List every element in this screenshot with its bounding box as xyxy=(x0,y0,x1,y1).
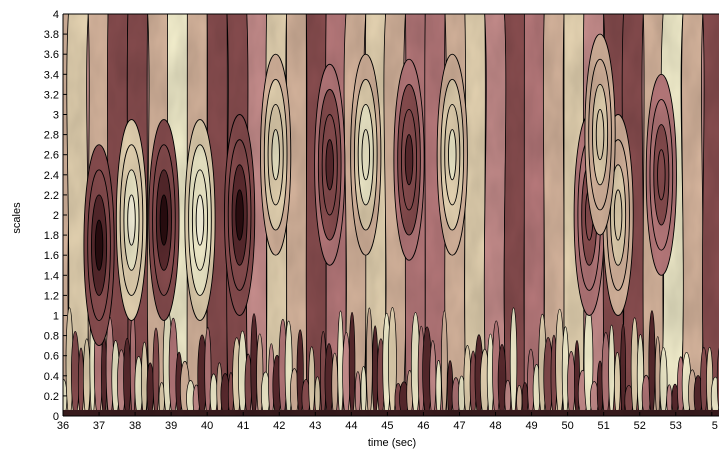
texture-overlay xyxy=(63,14,719,416)
x-tick-label: 49 xyxy=(525,420,537,432)
y-tick-label: 4 xyxy=(53,9,59,21)
x-tick-label: 42 xyxy=(273,420,285,432)
y-tick-label: 3 xyxy=(53,110,59,122)
y-tick-label: 1.2 xyxy=(44,290,59,302)
x-tick-label: 39 xyxy=(165,420,177,432)
y-tick-label: 1 xyxy=(53,311,59,323)
y-axis-ticks: 0 0.2 0.4 0.6 0.8 1 1.2 1.4 1.6 1.8 2 2.2 2.4 2.6 2.8 3… xyxy=(44,9,67,423)
x-tick-label: 43 xyxy=(309,420,321,432)
y-tick-label: 3.6 xyxy=(44,49,59,61)
x-tick-label: 52 xyxy=(634,420,646,432)
y-tick-label: 0.4 xyxy=(44,371,59,383)
x-tick-label: 46 xyxy=(417,420,429,432)
x-tick-label: 47 xyxy=(453,420,465,432)
x-axis-ticks: 36 37 38 39 40 41 42 43 44 45 46 47 48 49 50 51 52 53 5 xyxy=(57,412,718,432)
y-tick-label: 3.2 xyxy=(44,89,59,101)
x-tick-label: 53 xyxy=(670,420,682,432)
x-tick-label: 36 xyxy=(57,420,69,432)
y-tick-label: 1.6 xyxy=(44,250,59,262)
y-tick-label: 0.2 xyxy=(44,391,59,403)
x-tick-label: 5 xyxy=(712,420,718,432)
x-tick-label: 37 xyxy=(93,420,105,432)
x-tick-label: 48 xyxy=(489,420,501,432)
x-tick-label: 38 xyxy=(129,420,141,432)
x-axis-title: time (sec) xyxy=(368,437,416,449)
y-tick-label: 2.2 xyxy=(44,190,59,202)
x-tick-label: 40 xyxy=(201,420,213,432)
y-tick-label: 2 xyxy=(53,210,59,222)
x-tick-label: 41 xyxy=(237,420,249,432)
y-tick-label: 2.8 xyxy=(44,130,59,142)
y-tick-label: 0.6 xyxy=(44,351,59,363)
x-tick-label: 51 xyxy=(598,420,610,432)
x-tick-label: 45 xyxy=(381,420,393,432)
y-tick-label: 3.4 xyxy=(44,69,59,81)
y-tick-label: 2.6 xyxy=(44,150,59,162)
y-tick-label: 2.4 xyxy=(44,170,59,182)
plot-area xyxy=(63,14,719,416)
y-tick-label: 1.8 xyxy=(44,230,59,242)
y-tick-label: 3.8 xyxy=(44,29,59,41)
x-tick-label: 50 xyxy=(561,420,573,432)
y-tick-label: 1.4 xyxy=(44,270,59,282)
y-axis-title: scales xyxy=(11,202,23,234)
x-tick-label: 44 xyxy=(345,420,357,432)
y-tick-label: 0.8 xyxy=(44,331,59,343)
y-tick-label: 0 xyxy=(53,411,59,423)
